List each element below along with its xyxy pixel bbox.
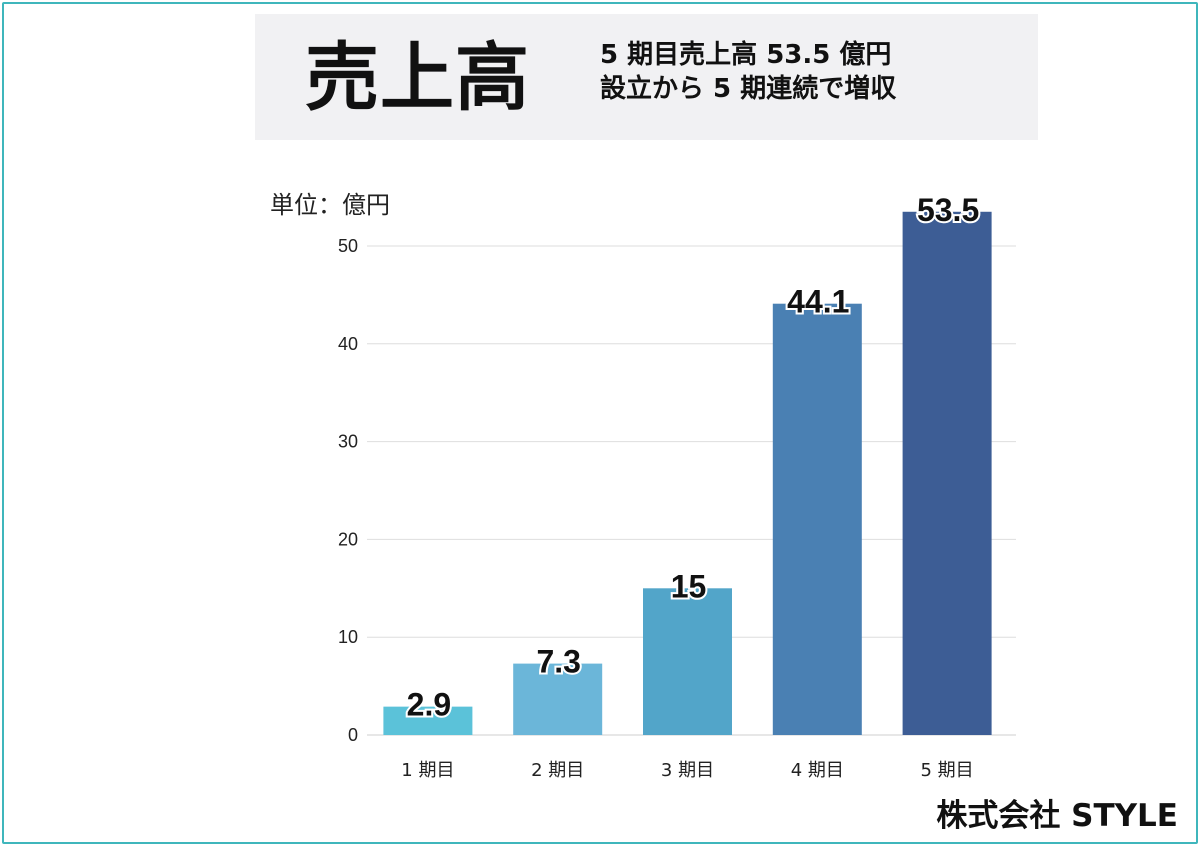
x-tick-label: 3 期目 xyxy=(661,760,714,781)
data-label: 15 xyxy=(671,568,707,604)
y-tick-label: 20 xyxy=(338,529,358,549)
bar xyxy=(643,588,732,735)
chart-title: 売上高 xyxy=(305,35,530,121)
x-tick-label: 4 期目 xyxy=(791,760,844,781)
x-tick-label: 5 期目 xyxy=(921,760,974,781)
x-tick-label: 1 期目 xyxy=(401,760,454,781)
header-panel xyxy=(255,14,1038,140)
bar xyxy=(383,706,473,735)
y-tick-label: 40 xyxy=(338,334,358,354)
bar xyxy=(772,303,862,735)
bar xyxy=(513,663,603,735)
chart-subtitle: 5 期目売上高 53.5 億円 設立から 5 期連続で増収 xyxy=(600,38,896,106)
subtitle-line-1: 5 期目売上高 53.5 億円 xyxy=(600,40,892,70)
y-tick-label: 10 xyxy=(338,627,358,647)
data-label: 2.9 xyxy=(407,687,451,723)
y-tick-label: 0 xyxy=(348,725,358,745)
x-tick-label: 2 期目 xyxy=(531,760,584,781)
data-label: 7.3 xyxy=(536,644,580,680)
data-label: 44.1 xyxy=(787,284,849,320)
unit-label: 単位：億円 xyxy=(270,191,390,219)
data-label: 53.5 xyxy=(917,192,979,228)
y-tick-label: 50 xyxy=(338,236,358,256)
subtitle-line-2: 設立から 5 期連続で増収 xyxy=(600,74,897,104)
company-name: 株式会社 STYLE xyxy=(936,798,1178,834)
bar xyxy=(902,211,992,735)
y-tick-label: 30 xyxy=(338,432,358,452)
